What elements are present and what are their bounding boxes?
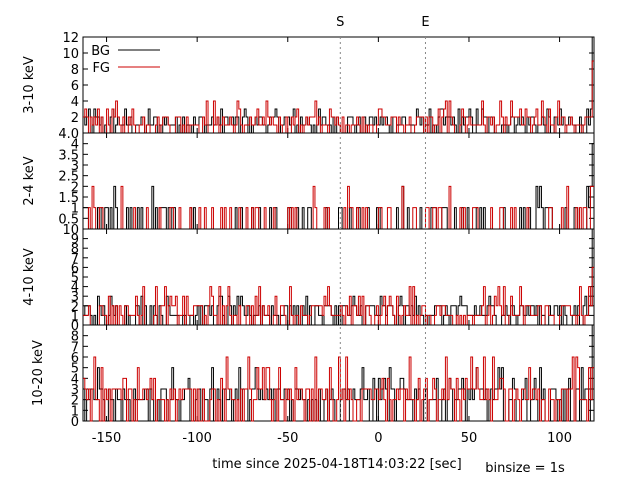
x-tick-label: 100 <box>547 431 572 446</box>
y-tick-label: 4.0 <box>58 127 79 142</box>
y-tick-label: 0 <box>71 319 79 334</box>
y-tick-label: 10 <box>62 223 79 238</box>
y-tick-label: 1 <box>71 404 79 419</box>
legend-label-bg: BG <box>91 44 110 59</box>
x-tick-label: -100 <box>182 431 212 446</box>
panel-2: 0.511.522.533.54 2-4 keV <box>22 132 595 230</box>
marker-label-e: E <box>421 15 429 30</box>
x-tick-label: 0 <box>374 431 382 446</box>
x-axis: -150 -100 -50 0 50 100 <box>92 431 572 446</box>
y-tick-label: 8 <box>71 242 79 257</box>
binsize-label: binsize = 1s <box>485 461 565 476</box>
x-tick-label: -50 <box>277 431 298 446</box>
y-axis-label: 3-10 keV <box>22 56 37 114</box>
bg-series-line <box>83 143 594 230</box>
y-axis-label: 2-4 keV <box>22 156 37 205</box>
fg-series-line <box>83 60 594 134</box>
y-tick-label: 7 <box>71 340 79 355</box>
y-tick-label: 4 <box>71 372 79 387</box>
y-tick-label: 9 <box>71 233 79 248</box>
y-tick-label: 5 <box>71 271 79 286</box>
y-tick-label: 6 <box>71 79 79 94</box>
legend-label-fg: FG <box>92 61 110 76</box>
y-tick-label: 6 <box>71 261 79 276</box>
y-tick-label: 7 <box>71 252 79 267</box>
bg-series-line <box>83 228 594 326</box>
y-tick-label: 4 <box>71 95 79 110</box>
fg-series-line <box>83 356 594 422</box>
y-axis-label: 10-20 keV <box>31 340 46 406</box>
y-tick-label: 8 <box>71 330 79 345</box>
y-tick-label: 10 <box>62 47 79 62</box>
y-tick-label: 5 <box>71 362 79 377</box>
x-axis-label: time since 2025-04-18T14:03:22 [sec] <box>212 457 461 472</box>
y-tick-label: 2 <box>71 111 79 126</box>
y-tick-label: 1.5 <box>58 191 79 206</box>
x-tick-label: 50 <box>461 431 478 446</box>
y-tick-label: 12 <box>62 31 79 46</box>
y-tick-label: 0 <box>71 415 79 430</box>
y-tick-label: 0.5 <box>58 212 79 227</box>
y-tick-label: 1 <box>71 309 79 324</box>
y-tick-label: 4 <box>71 281 79 296</box>
y-tick-label: 3 <box>71 290 79 305</box>
marker-label-s: S <box>336 15 344 30</box>
fg-series-line <box>83 266 594 326</box>
y-tick-label: 2 <box>71 300 79 315</box>
y-tick-label: 6 <box>71 351 79 366</box>
y-tick-label: 3.5 <box>58 148 79 163</box>
y-tick-label: 2 <box>71 394 79 409</box>
y-axis-label: 4-10 keV <box>22 248 37 306</box>
legend: BG FG <box>91 44 160 76</box>
x-tick-label: -150 <box>92 431 122 446</box>
y-tick-label: 2 <box>71 180 79 195</box>
y-tick-label: 2.5 <box>58 170 79 185</box>
y-tick-label: 1 <box>71 202 79 217</box>
y-tick-label: 3 <box>71 159 79 174</box>
y-tick-label: 4 <box>71 138 79 153</box>
y-tick-label: 3 <box>71 383 79 398</box>
y-tick-label: 8 <box>71 63 79 78</box>
